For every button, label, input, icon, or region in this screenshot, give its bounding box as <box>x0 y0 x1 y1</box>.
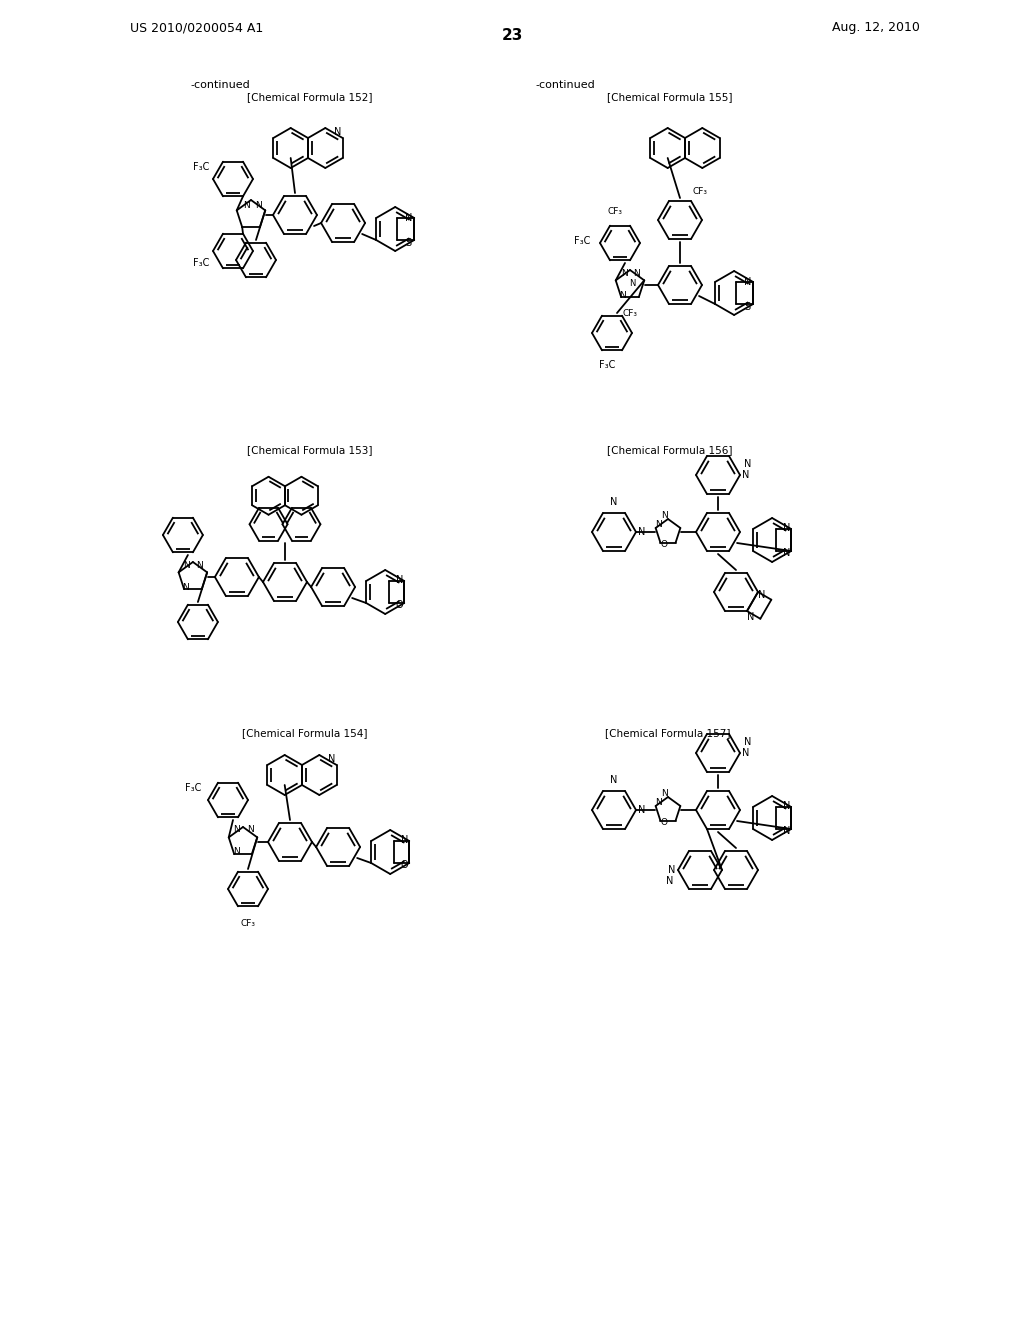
Text: N: N <box>243 201 250 210</box>
Text: US 2010/0200054 A1: US 2010/0200054 A1 <box>130 21 263 34</box>
Text: N: N <box>667 876 674 886</box>
Text: N: N <box>629 279 635 288</box>
Text: S: S <box>406 238 412 248</box>
Text: N: N <box>183 561 190 569</box>
Text: F₃C: F₃C <box>184 783 201 793</box>
Text: O: O <box>400 861 409 870</box>
Text: N: N <box>182 582 189 591</box>
Text: CF₃: CF₃ <box>692 187 708 197</box>
Text: N: N <box>662 789 669 799</box>
Text: N: N <box>782 826 791 836</box>
Text: Aug. 12, 2010: Aug. 12, 2010 <box>833 21 920 34</box>
Text: N: N <box>334 127 341 137</box>
Text: N: N <box>634 268 640 277</box>
Text: CF₃: CF₃ <box>623 309 638 318</box>
Text: N: N <box>400 836 409 845</box>
Text: N: N <box>232 847 240 857</box>
Text: -continued: -continued <box>190 81 250 90</box>
Text: N: N <box>328 754 335 764</box>
Text: N: N <box>782 801 791 810</box>
Text: [Chemical Formula 152]: [Chemical Formula 152] <box>247 92 373 102</box>
Text: N: N <box>742 470 750 480</box>
Text: N: N <box>655 799 662 808</box>
Text: N: N <box>406 213 413 223</box>
Text: N: N <box>744 737 752 747</box>
Text: N: N <box>638 527 646 537</box>
Text: N: N <box>618 290 626 300</box>
Text: F₃C: F₃C <box>193 257 209 268</box>
Text: [Chemical Formula 154]: [Chemical Formula 154] <box>243 729 368 738</box>
Text: [Chemical Formula 156]: [Chemical Formula 156] <box>607 445 733 455</box>
Text: [Chemical Formula 153]: [Chemical Formula 153] <box>247 445 373 455</box>
Text: N: N <box>197 561 204 569</box>
Text: [Chemical Formula 157]: [Chemical Formula 157] <box>605 729 731 738</box>
Text: CF₃: CF₃ <box>241 920 256 928</box>
Text: N: N <box>610 498 617 507</box>
Text: N: N <box>256 201 262 210</box>
Text: O: O <box>660 818 668 828</box>
Text: N: N <box>638 805 646 814</box>
Text: N: N <box>669 865 676 875</box>
Text: F₃C: F₃C <box>193 162 209 172</box>
Text: O: O <box>660 540 668 549</box>
Text: N: N <box>758 590 765 599</box>
Text: 23: 23 <box>502 28 522 42</box>
Text: F₃C: F₃C <box>573 236 590 246</box>
Text: N: N <box>746 612 755 622</box>
Text: N: N <box>621 268 628 277</box>
Text: N: N <box>610 775 617 785</box>
Text: N: N <box>662 511 669 520</box>
Text: N: N <box>782 523 791 533</box>
Text: N: N <box>782 548 791 558</box>
Text: F₃C: F₃C <box>599 360 615 370</box>
Text: -continued: -continued <box>536 81 595 90</box>
Text: S: S <box>744 302 751 312</box>
Text: N: N <box>396 576 403 585</box>
Text: O: O <box>395 601 403 610</box>
Text: CF₃: CF₃ <box>607 206 623 215</box>
Text: N: N <box>742 748 750 758</box>
Text: N: N <box>655 520 662 529</box>
Text: [Chemical Formula 155]: [Chemical Formula 155] <box>607 92 733 102</box>
Text: N: N <box>233 825 241 834</box>
Text: N: N <box>247 825 253 834</box>
Text: N: N <box>744 277 752 286</box>
Text: N: N <box>744 459 752 469</box>
